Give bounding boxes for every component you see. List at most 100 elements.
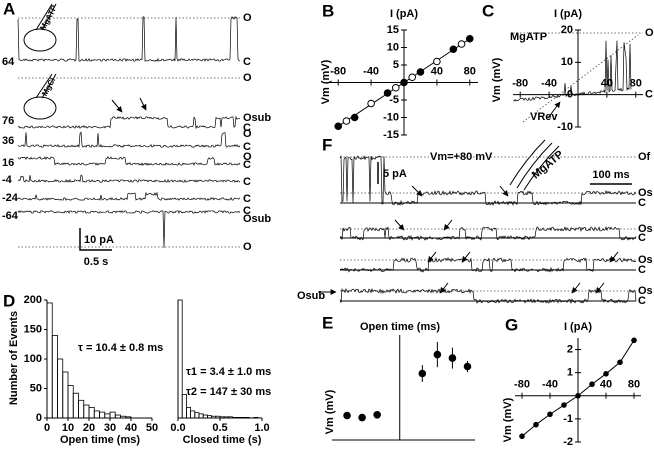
scale-label: 10 pA xyxy=(84,234,114,246)
data-point xyxy=(433,57,441,66)
histogram-bar xyxy=(51,334,58,419)
data-point xyxy=(519,433,525,440)
x-tick-label: 80 xyxy=(464,65,476,77)
state-label: C xyxy=(638,295,646,307)
x-tick-label: 40 xyxy=(431,65,443,77)
axis-label: Closed time (s) xyxy=(183,434,262,446)
annotation: τ = 10.4 ± 0.8 ms xyxy=(78,342,163,354)
current-trace xyxy=(339,154,637,207)
data-point xyxy=(547,411,553,418)
data-point xyxy=(533,421,539,428)
data-point xyxy=(433,350,442,359)
x-tick-label: 50 xyxy=(146,422,158,434)
pipette-drawing xyxy=(23,3,560,191)
data-point xyxy=(418,369,427,378)
state-label: Osub xyxy=(243,112,271,124)
current-trace xyxy=(513,40,632,102)
data-point xyxy=(463,362,472,371)
voltage-label: -24 xyxy=(2,192,19,204)
panel-letter: B xyxy=(322,1,334,20)
voltage-label: 16 xyxy=(2,157,14,169)
current-trace xyxy=(17,16,241,62)
data-point xyxy=(350,113,359,122)
current-trace xyxy=(17,210,241,248)
histogram-bar xyxy=(236,417,242,419)
current-trace xyxy=(339,225,637,241)
scale-bar xyxy=(79,228,112,251)
data-point xyxy=(383,89,392,97)
histogram-bar xyxy=(72,392,79,419)
data-point xyxy=(358,413,366,422)
pipette-label: MgATP xyxy=(38,3,59,32)
data-point xyxy=(391,83,400,92)
histogram-bar xyxy=(109,411,116,419)
data-point xyxy=(373,411,381,419)
y-tick-label: 0 xyxy=(36,412,42,424)
data-point xyxy=(561,402,567,408)
axis-label: I (pA) xyxy=(564,321,592,333)
panel-letter: D xyxy=(3,291,15,310)
data-point xyxy=(589,381,595,388)
state-label: O xyxy=(243,12,252,24)
current-trace xyxy=(18,115,241,130)
histogram-bar xyxy=(227,416,233,419)
histogram-bar xyxy=(57,358,64,419)
state-label: C xyxy=(638,264,646,276)
y-tick-label: 2 xyxy=(567,343,573,355)
axis-label: Number of Events xyxy=(8,311,20,405)
current-trace xyxy=(17,156,241,166)
panel-letter: E xyxy=(322,313,333,332)
y-tick-label: -10 xyxy=(557,121,573,133)
histogram-bar xyxy=(223,416,229,419)
voltage-label: 36 xyxy=(2,135,14,147)
x-tick-label: -40 xyxy=(363,65,379,77)
data-point xyxy=(449,45,458,54)
x-tick-label: -40 xyxy=(542,379,558,391)
state-label: Osub xyxy=(297,290,325,302)
x-tick-label: 1.0 xyxy=(254,422,269,434)
y-tick-label: 100 xyxy=(24,353,42,365)
axis-label: I (pA) xyxy=(554,8,582,20)
data-point xyxy=(448,354,457,362)
y-tick-label: 20 xyxy=(561,24,573,36)
voltage-label: Vm=+80 mV xyxy=(430,151,493,163)
histogram-bar xyxy=(190,410,196,419)
current-trace xyxy=(339,287,637,305)
axis-label: Vm (mV) xyxy=(502,397,514,442)
x-tick-label: -80 xyxy=(512,78,528,90)
data-point xyxy=(617,359,623,366)
state-label: C xyxy=(243,159,251,171)
axis-label: Vm (mV) xyxy=(324,389,336,434)
histogram-bar xyxy=(177,299,183,419)
state-label: Osub xyxy=(243,213,271,225)
voltage-label: -64 xyxy=(2,210,19,222)
data-point xyxy=(416,68,425,76)
histogram-bar xyxy=(78,399,85,419)
state-label: C xyxy=(243,56,251,68)
histogram-bar xyxy=(206,415,212,419)
axis-label: Vm (mV) xyxy=(320,59,332,104)
histogram-bar xyxy=(181,393,187,419)
histogram-bar xyxy=(93,410,100,419)
x-tick-label: 40 xyxy=(600,379,612,391)
y-tick-label: 10 xyxy=(387,41,399,53)
histogram-bar xyxy=(62,371,69,419)
data-point xyxy=(343,411,351,420)
data-point xyxy=(400,78,408,87)
data-point xyxy=(631,337,637,344)
axis-label: I (pA) xyxy=(390,8,418,20)
histogram-bar xyxy=(232,417,238,419)
y-tick-label: 200 xyxy=(24,294,42,306)
x-tick-label: 0 xyxy=(44,422,50,434)
state-label: C xyxy=(638,232,646,244)
state-label: O xyxy=(243,241,252,253)
state-label: Os xyxy=(638,285,653,297)
current-trace xyxy=(339,256,637,273)
y-tick-label: -2 xyxy=(563,436,573,448)
annotation: τ2 = 147 ± 30 ms xyxy=(186,386,271,398)
data-point xyxy=(408,73,417,82)
x-tick-label: 30 xyxy=(104,422,116,434)
y-tick-label: -15 xyxy=(383,129,399,141)
current-trace xyxy=(17,191,241,201)
